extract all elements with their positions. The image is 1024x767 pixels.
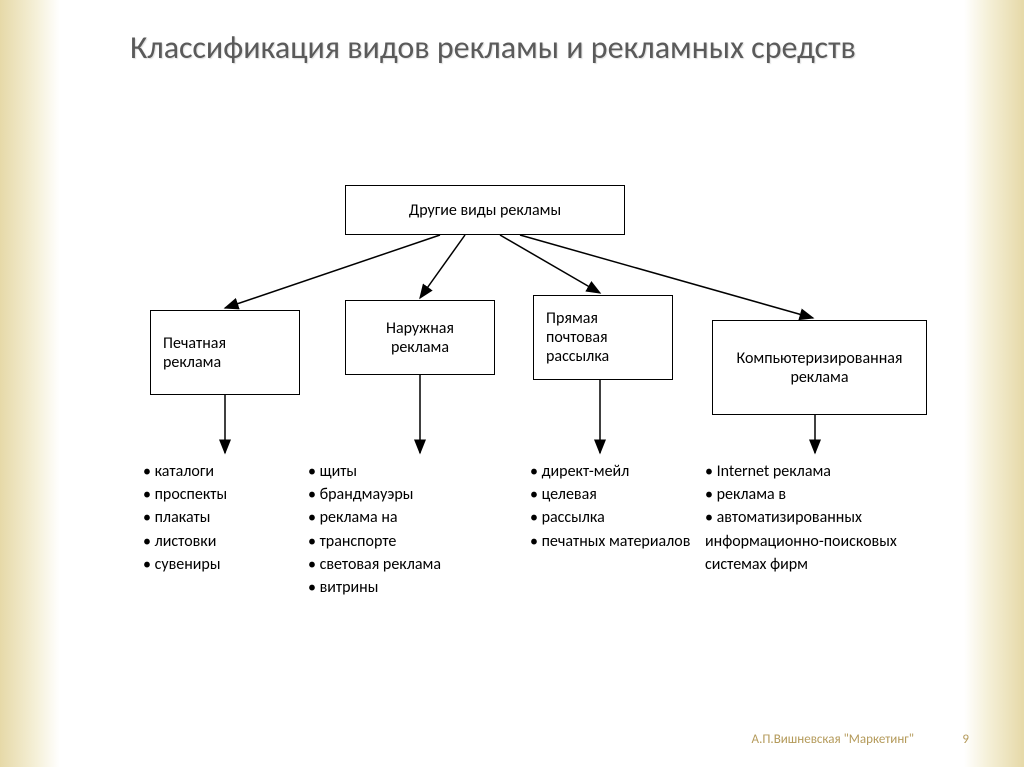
slide-gradient-left — [0, 0, 60, 767]
list-item: плакаты — [143, 506, 227, 529]
child-box-mail: Прямая почтовая рассылка — [533, 295, 673, 380]
footer-page-number: 9 — [962, 732, 969, 747]
list-item: каталоги — [143, 460, 227, 483]
list-item: щиты — [308, 460, 441, 483]
list-item: сувениры — [143, 553, 227, 576]
list-item: транспорте — [308, 530, 441, 553]
list-item: печатных материалов — [530, 530, 690, 553]
list-item: целевая — [530, 483, 690, 506]
list-item: рассылка — [530, 506, 690, 529]
slide-title: Классификация видов рекламы и рекламных … — [130, 28, 910, 68]
list-item: Internet реклама — [705, 460, 925, 483]
list-mail: директ-мейл целевая рассылка печатных ма… — [530, 460, 690, 553]
list-outdoor: щиты брандмауэры реклама на транспорте с… — [308, 460, 441, 599]
list-computer: Internet реклама реклама в автоматизиров… — [705, 460, 925, 576]
list-item: световая реклама — [308, 553, 441, 576]
child-label-print: Печатная реклама — [163, 334, 287, 372]
child-box-print: Печатная реклама — [150, 310, 300, 395]
child-label-outdoor: Наружная реклама — [358, 319, 482, 357]
list-item: проспекты — [143, 483, 227, 506]
list-item: директ-мейл — [530, 460, 690, 483]
slide-gradient-right — [964, 0, 1024, 767]
child-label-mail: Прямая почтовая рассылка — [546, 309, 660, 366]
footer-author: А.П.Вишневская "Маркетинг" — [751, 732, 914, 747]
root-label: Другие виды рекламы — [409, 201, 561, 220]
child-label-computer: Компьютеризированная реклама — [725, 349, 914, 387]
list-item: реклама на — [308, 506, 441, 529]
list-item: брандмауэры — [308, 483, 441, 506]
child-box-outdoor: Наружная реклама — [345, 300, 495, 375]
child-box-computer: Компьютеризированная реклама — [712, 320, 927, 415]
list-print: каталоги проспекты плакаты листовки суве… — [143, 460, 227, 576]
list-item: витрины — [308, 576, 441, 599]
list-item: автоматизированных информационно-поисков… — [705, 506, 925, 576]
root-box: Другие виды рекламы — [345, 185, 625, 235]
list-item: листовки — [143, 530, 227, 553]
list-item: реклама в — [705, 483, 925, 506]
